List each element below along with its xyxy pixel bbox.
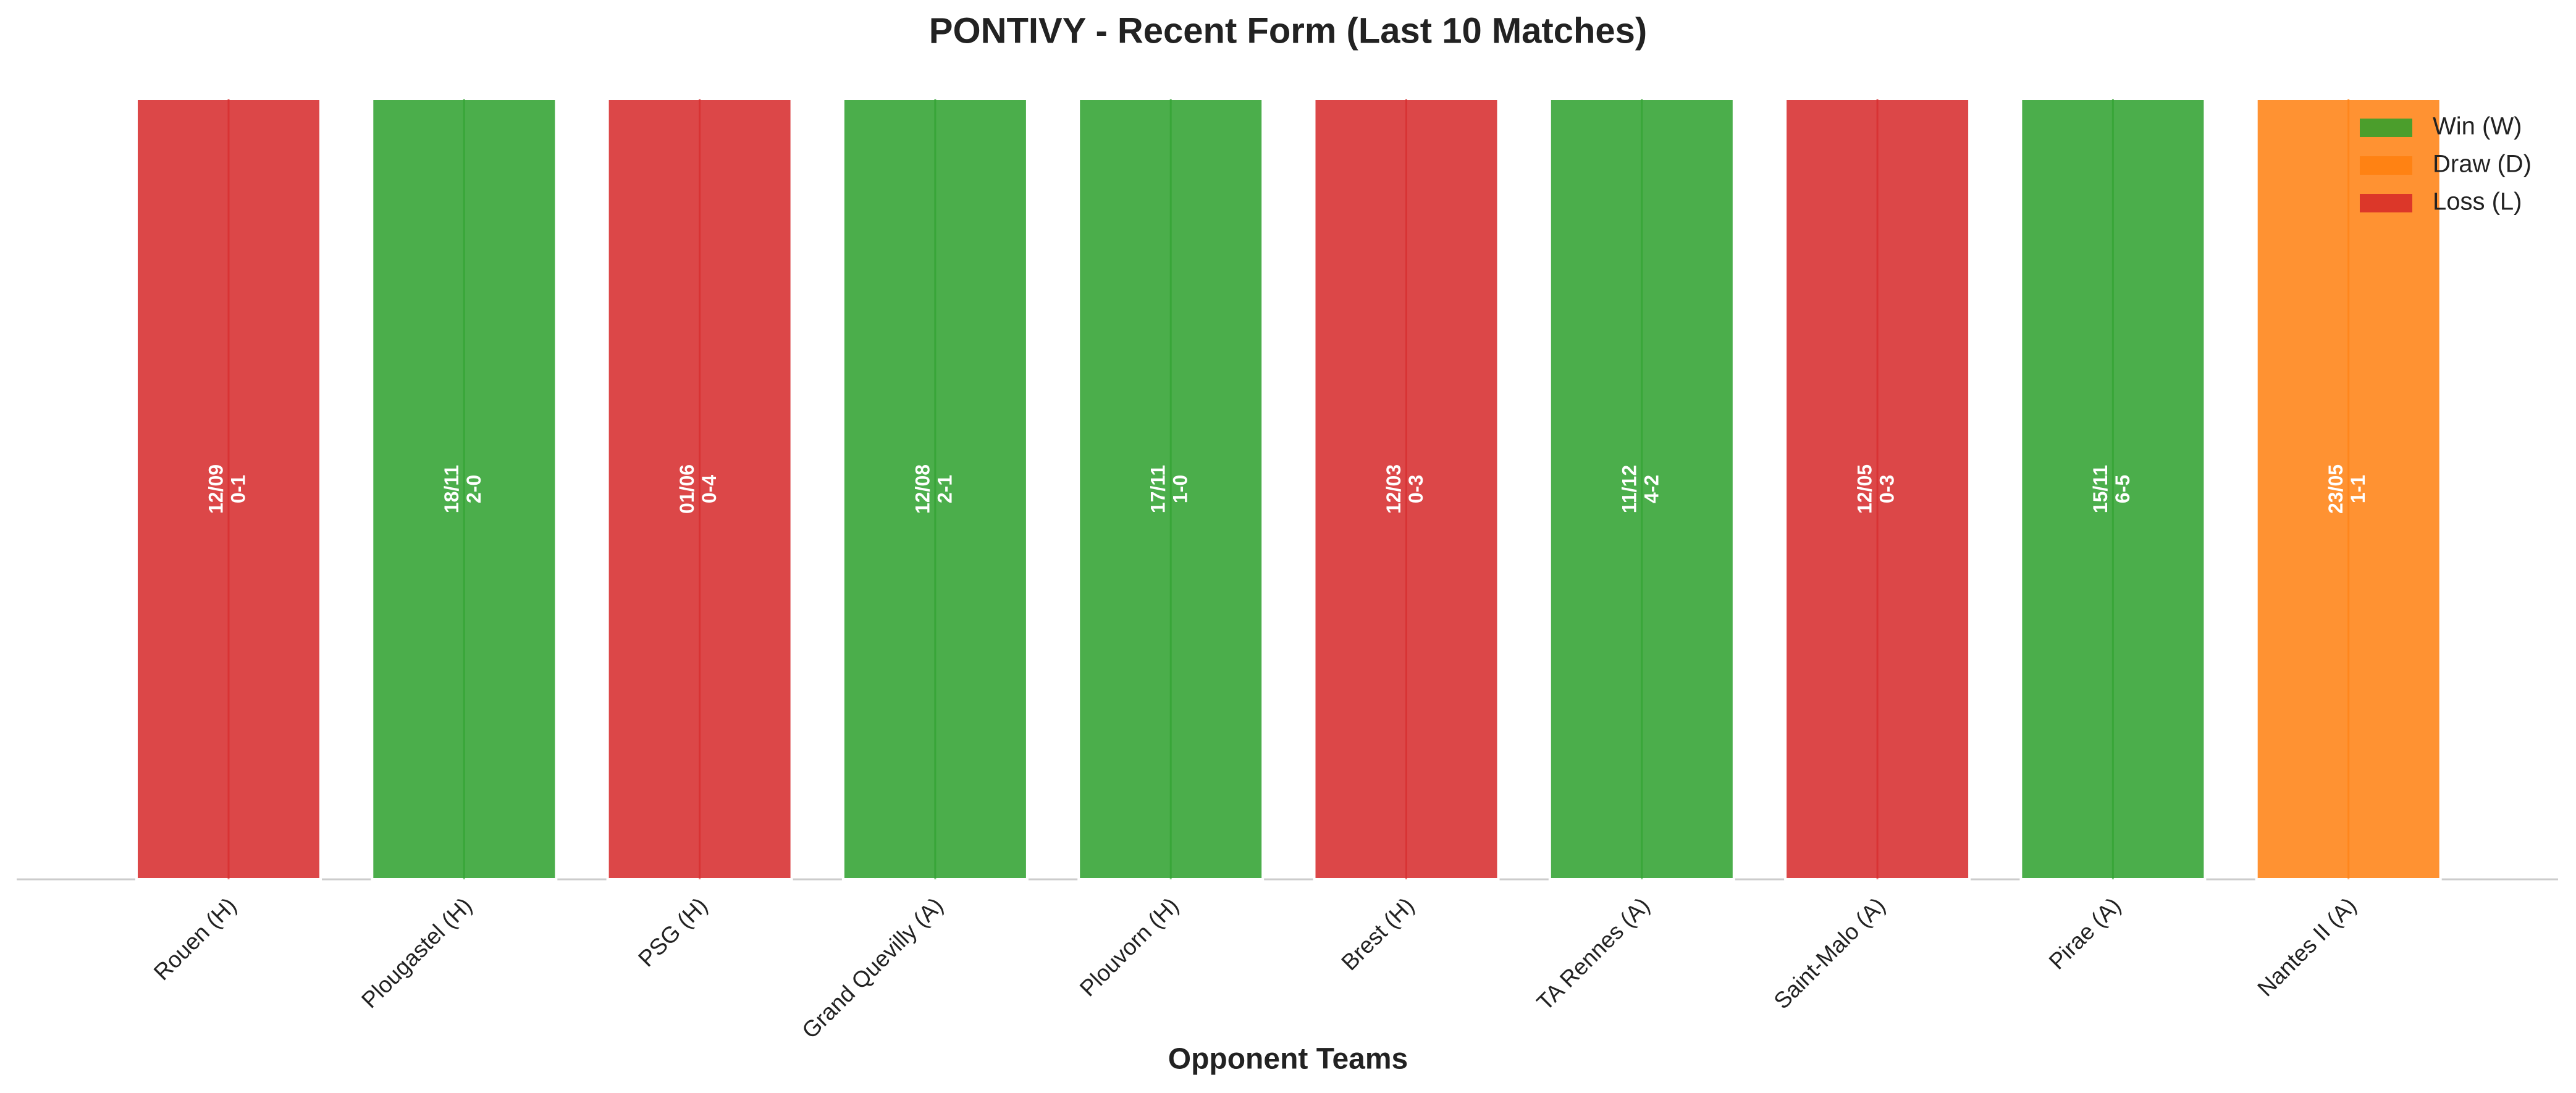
chart-title: PONTIVY - Recent Form (Last 10 Matches) [929,10,1647,51]
legend-swatch [2360,119,2412,137]
match-date: 11/12 [1618,465,1640,513]
bar-label: 17/11 1-0 [1147,465,1192,513]
match-score: 1-1 [2347,475,2369,503]
match-date: 12/09 [204,464,227,514]
bar-label: 11/12 4-2 [1618,465,1662,513]
bar-label: 12/05 0-3 [1854,464,1898,514]
x-tick-label: Brest (H) [1336,893,1419,976]
legend-swatch [2360,156,2412,175]
match-date: 15/11 [2089,465,2111,513]
match-score: 2-1 [933,475,956,503]
bar-label: 23/05 1-1 [2325,464,2369,514]
legend-label: Win (W) [2433,113,2522,140]
match-date: 12/05 [1854,464,1876,514]
bar-label: 12/03 0-3 [1383,464,1427,514]
match-date: 23/05 [2325,464,2347,514]
match-score: 2-0 [463,475,485,503]
x-tick-label: Nantes II (A) [2252,893,2361,1002]
match-date: 12/03 [1383,464,1405,514]
x-tick-label: TA Rennes (A) [1532,893,1655,1016]
match-score: 0-4 [698,475,720,503]
bar-label: 15/11 6-5 [2089,465,2134,513]
x-tick-label: Plougastel (H) [356,893,477,1013]
match-score: 4-2 [1640,475,1662,503]
legend-label: Draw (D) [2433,151,2532,178]
match-score: 0-1 [227,475,249,503]
x-tick-label: Saint-Malo (A) [1769,893,1890,1014]
x-axis-label: Opponent Teams [1168,1043,1408,1076]
match-date: 12/08 [911,464,933,514]
match-date: 18/11 [440,465,463,513]
x-tick-label: Grand Quevilly (A) [797,893,948,1044]
bar-label: 01/06 0-4 [676,464,720,514]
match-score: 1-0 [1169,475,1192,503]
legend-label: Loss (L) [2433,188,2522,216]
bar-label: 18/11 2-0 [440,465,485,513]
bar-label: 12/09 0-1 [204,464,249,514]
match-date: 01/06 [676,464,698,514]
bar-label: 12/08 2-1 [911,464,956,514]
x-tick-label: PSG (H) [633,893,712,972]
x-tick-label: Rouen (H) [149,893,242,986]
match-score: 0-3 [1405,475,1427,503]
legend-swatch [2360,194,2412,212]
match-date: 17/11 [1147,465,1169,513]
x-tick-label: Pirae (A) [2044,893,2126,974]
x-tick-label: Plouvorn (H) [1075,893,1184,1002]
match-score: 0-3 [1876,475,1898,503]
match-score: 6-5 [2111,475,2134,503]
